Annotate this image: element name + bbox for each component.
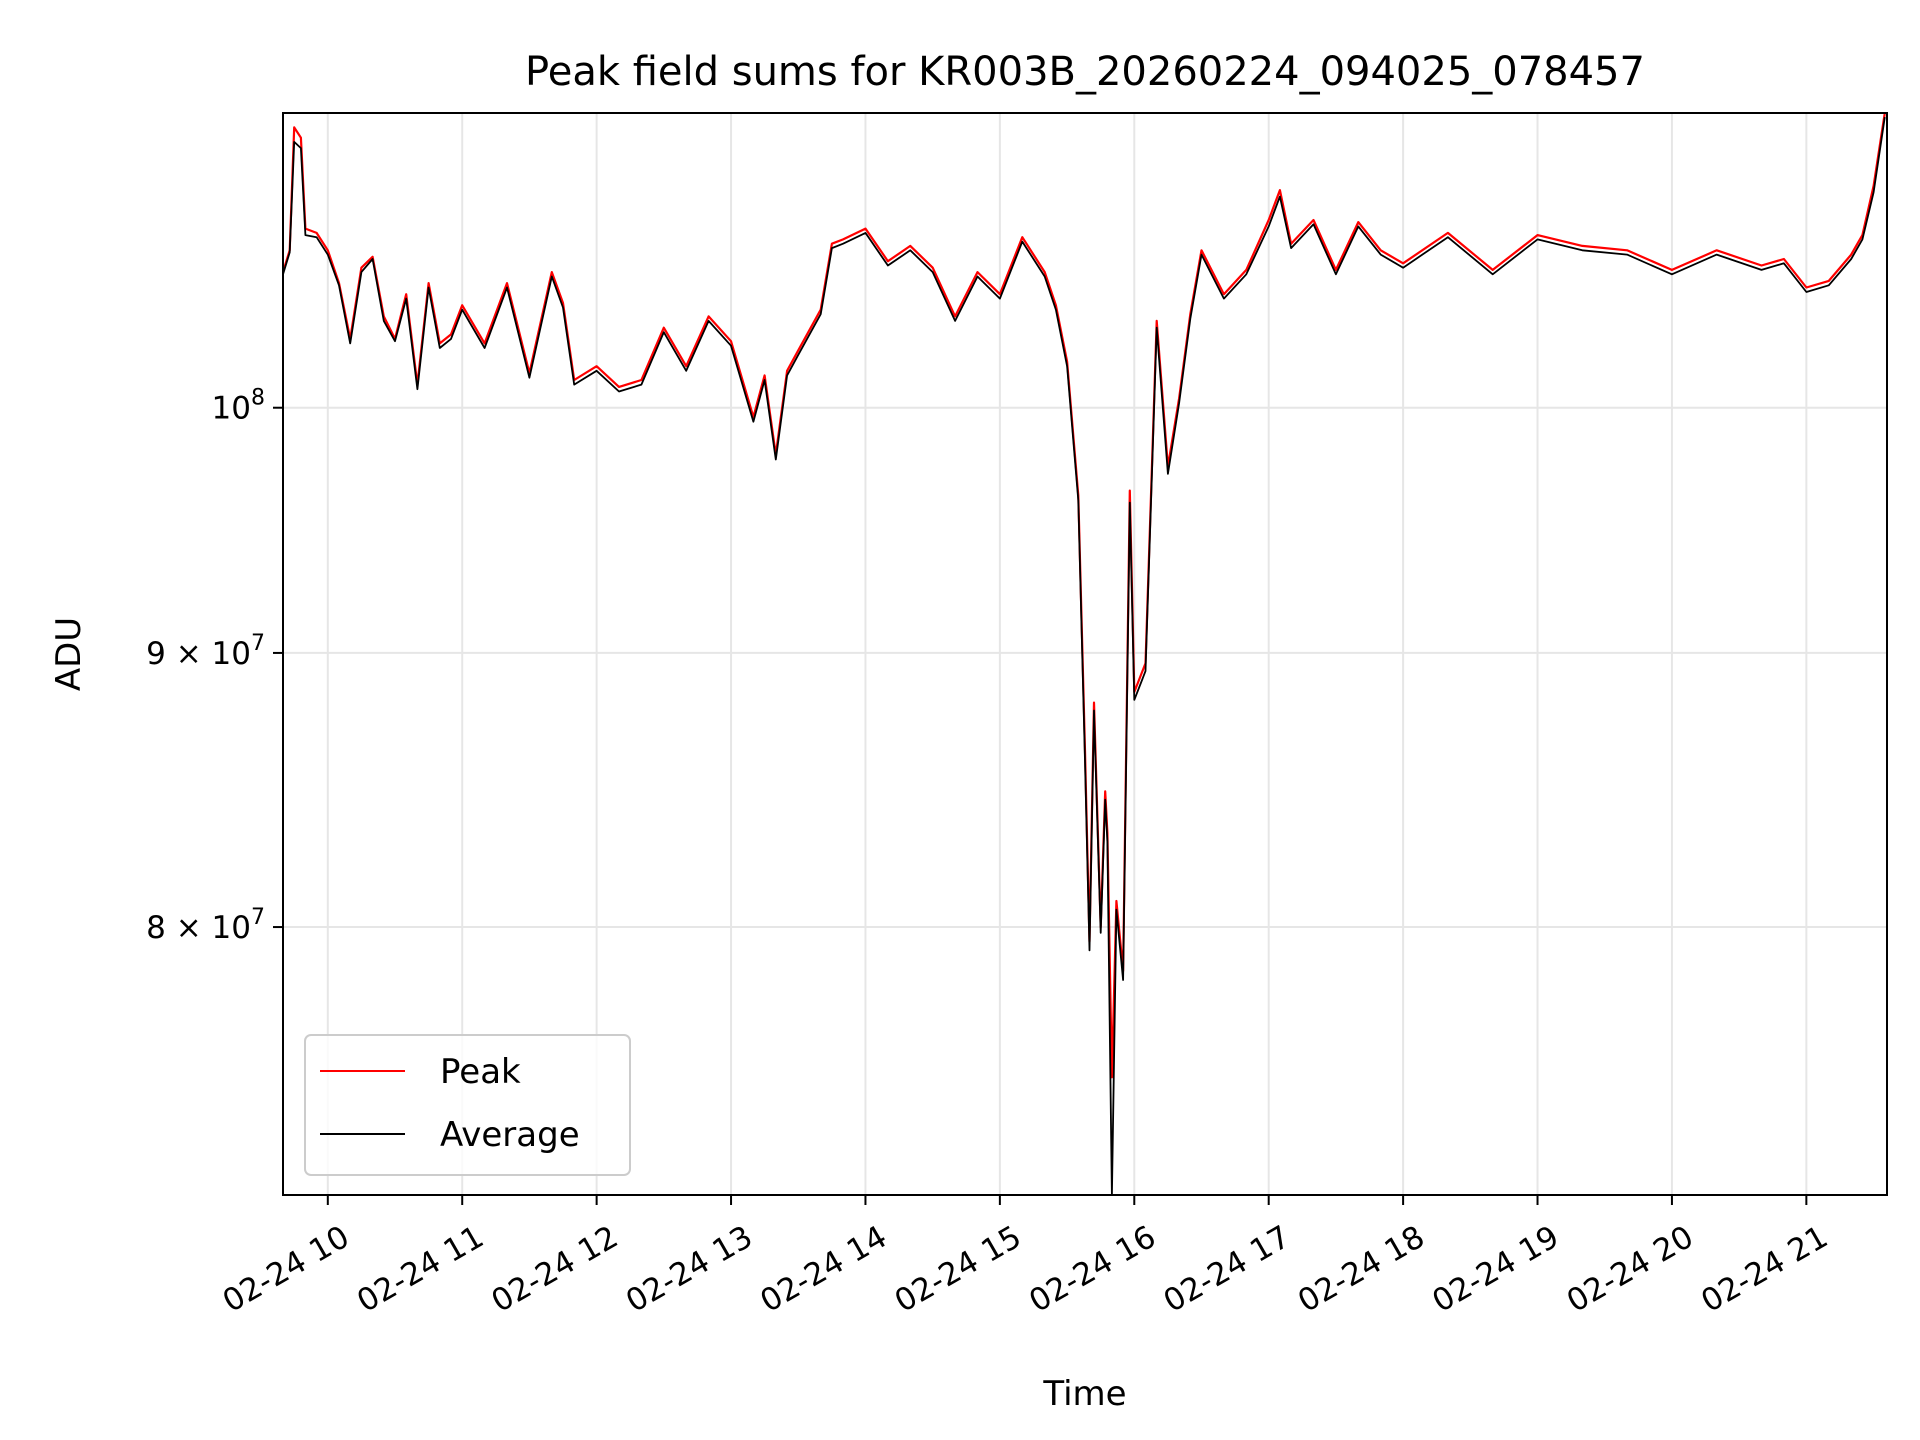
chart-title: Peak field sums for KR003B_20260224_0940…: [525, 49, 1645, 95]
y-tick-exponent: 7: [251, 905, 265, 930]
y-tick-label: 8 × 107: [146, 905, 265, 946]
y-tick-base: 10: [212, 636, 251, 672]
legend-label-peak: Peak: [440, 1052, 521, 1092]
y-tick-exponent: 7: [251, 631, 265, 656]
x-axis-label: Time: [1042, 1374, 1126, 1414]
y-tick-exponent: 8: [251, 386, 265, 411]
y-tick-label: 108: [212, 386, 265, 427]
legend-label-average: Average: [440, 1115, 580, 1155]
legend: Peak Average: [304, 1034, 631, 1176]
plot-area: [283, 113, 1886, 1195]
plot-frame: [282, 112, 1888, 1196]
y-tick-base: 10: [212, 391, 251, 427]
y-axis-label: ADU: [49, 617, 89, 691]
y-tick-mantissa: 8: [146, 910, 166, 946]
series-line-average: [283, 116, 1886, 1195]
y-tick-base: 10: [212, 910, 251, 946]
y-tick-label: 9 × 107: [146, 631, 265, 672]
y-tick-mantissa: 9: [146, 636, 166, 672]
